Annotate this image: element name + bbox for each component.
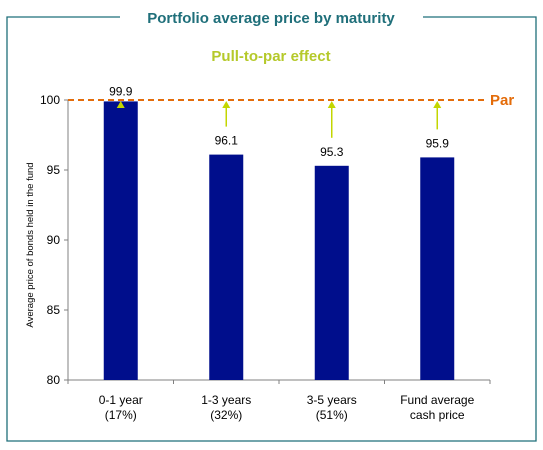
y-tick-label: 95: [47, 163, 61, 177]
chart-subtitle: Pull-to-par effect: [211, 48, 330, 65]
bar: [209, 154, 244, 380]
y-tick-label: 90: [47, 233, 61, 247]
arrow-head: [222, 101, 231, 108]
frame-border: [6, 16, 537, 442]
chart-title: Portfolio average price by maturity: [147, 10, 395, 27]
bar: [420, 157, 455, 380]
arrow-head: [327, 101, 336, 108]
bar: [314, 165, 349, 380]
data-label: 95.9: [426, 136, 450, 150]
x-tick-label: (32%): [210, 408, 242, 422]
y-tick-label: 85: [47, 303, 61, 317]
plot-area: 80 85 90 95 100 99.9 0-1 year(17%) 96.1 1-3 year…: [40, 84, 514, 422]
x-tick-label: 3-5 years: [307, 393, 357, 407]
data-label: 96.1: [215, 134, 239, 148]
data-label: 99.9: [109, 84, 133, 98]
x-tick-label: 1-3 years: [201, 393, 251, 407]
arrow-head: [116, 101, 125, 108]
data-label: 95.3: [320, 145, 344, 159]
bar: [103, 101, 138, 381]
y-tick-label: 100: [40, 93, 60, 107]
y-tick-label: 80: [47, 373, 61, 387]
y-axis-label: Average price of bonds held in the fund: [25, 162, 36, 327]
x-tick-label: cash price: [410, 408, 465, 422]
arrow-head: [433, 101, 442, 108]
x-tick-label: (17%): [105, 408, 137, 422]
x-tick-label: 0-1 year: [99, 393, 143, 407]
x-tick-label: (51%): [316, 408, 348, 422]
x-tick-label: Fund average: [400, 393, 474, 407]
par-label: Par: [490, 92, 514, 109]
